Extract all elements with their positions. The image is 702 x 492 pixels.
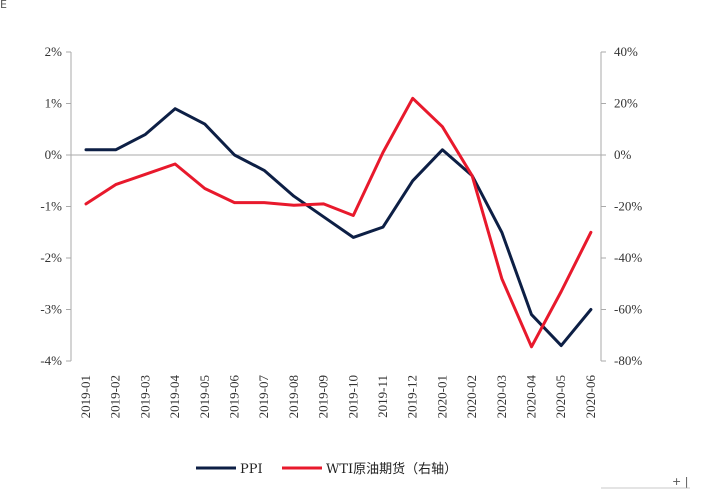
- right-y-axis: 40% 20% 0% -20% -40% -60% -80%: [600, 44, 642, 368]
- right-tick-label: 20%: [614, 96, 638, 111]
- left-y-axis: 2% 1% 0% -1% -2% -3% -4%: [40, 44, 72, 368]
- x-tick-label: 2020-06: [583, 375, 598, 419]
- x-tick-label: 2020-01: [434, 375, 449, 418]
- stray-mark-top-left: E: [0, 0, 7, 11]
- right-tick-label: -40%: [614, 250, 642, 265]
- x-tick-label: 2019-05: [197, 375, 212, 418]
- legend-label-ppi: PPI: [240, 462, 263, 477]
- x-tick-label: 2019-10: [345, 375, 360, 418]
- stray-mark-bottom-right: + |: [672, 475, 688, 488]
- right-tick-label: -20%: [614, 199, 642, 214]
- left-tick-label: -1%: [40, 199, 62, 214]
- series-line-wti: [84, 96, 593, 349]
- x-tick-label: 2019-09: [316, 375, 331, 418]
- series-layer: [84, 96, 593, 349]
- x-tick-label: 2019-12: [405, 375, 420, 418]
- right-tick-label: -60%: [614, 302, 642, 317]
- x-tick-label: 2020-04: [524, 375, 539, 419]
- legend: PPI WTI原油期货（右轴）: [196, 461, 457, 477]
- left-tick-label: -3%: [40, 302, 62, 317]
- right-tick-label: 40%: [614, 44, 638, 59]
- x-tick-label: 2019-04: [167, 375, 182, 419]
- right-tick-label: 0%: [614, 147, 632, 162]
- x-tick-label: 2020-02: [464, 375, 479, 418]
- left-tick-label: 1%: [45, 96, 63, 111]
- x-tick-label: 2019-08: [286, 375, 301, 418]
- legend-label-wti: WTI原油期货（右轴）: [326, 461, 457, 477]
- x-tick-label: 2020-03: [494, 375, 509, 418]
- x-tick-label: 2019-11: [375, 375, 390, 418]
- x-tick-label: 2019-02: [108, 375, 123, 418]
- x-tick-label: 2019-01: [78, 375, 93, 418]
- left-tick-label: -4%: [40, 353, 62, 368]
- x-tick-label: 2019-06: [227, 375, 242, 419]
- right-tick-label: -80%: [614, 353, 642, 368]
- x-tick-label: 2020-05: [553, 375, 568, 418]
- x-tick-label: 2019-03: [137, 375, 152, 418]
- x-tick-label: 2019-07: [256, 375, 271, 419]
- left-tick-label: 2%: [45, 44, 63, 59]
- left-tick-label: -2%: [40, 250, 62, 265]
- x-axis: 2019-01 2019-02 2019-03 2019-04 2019-05 2019-…: [71, 154, 601, 419]
- left-tick-label: 0%: [45, 147, 63, 162]
- series-line-ppi: [84, 107, 593, 348]
